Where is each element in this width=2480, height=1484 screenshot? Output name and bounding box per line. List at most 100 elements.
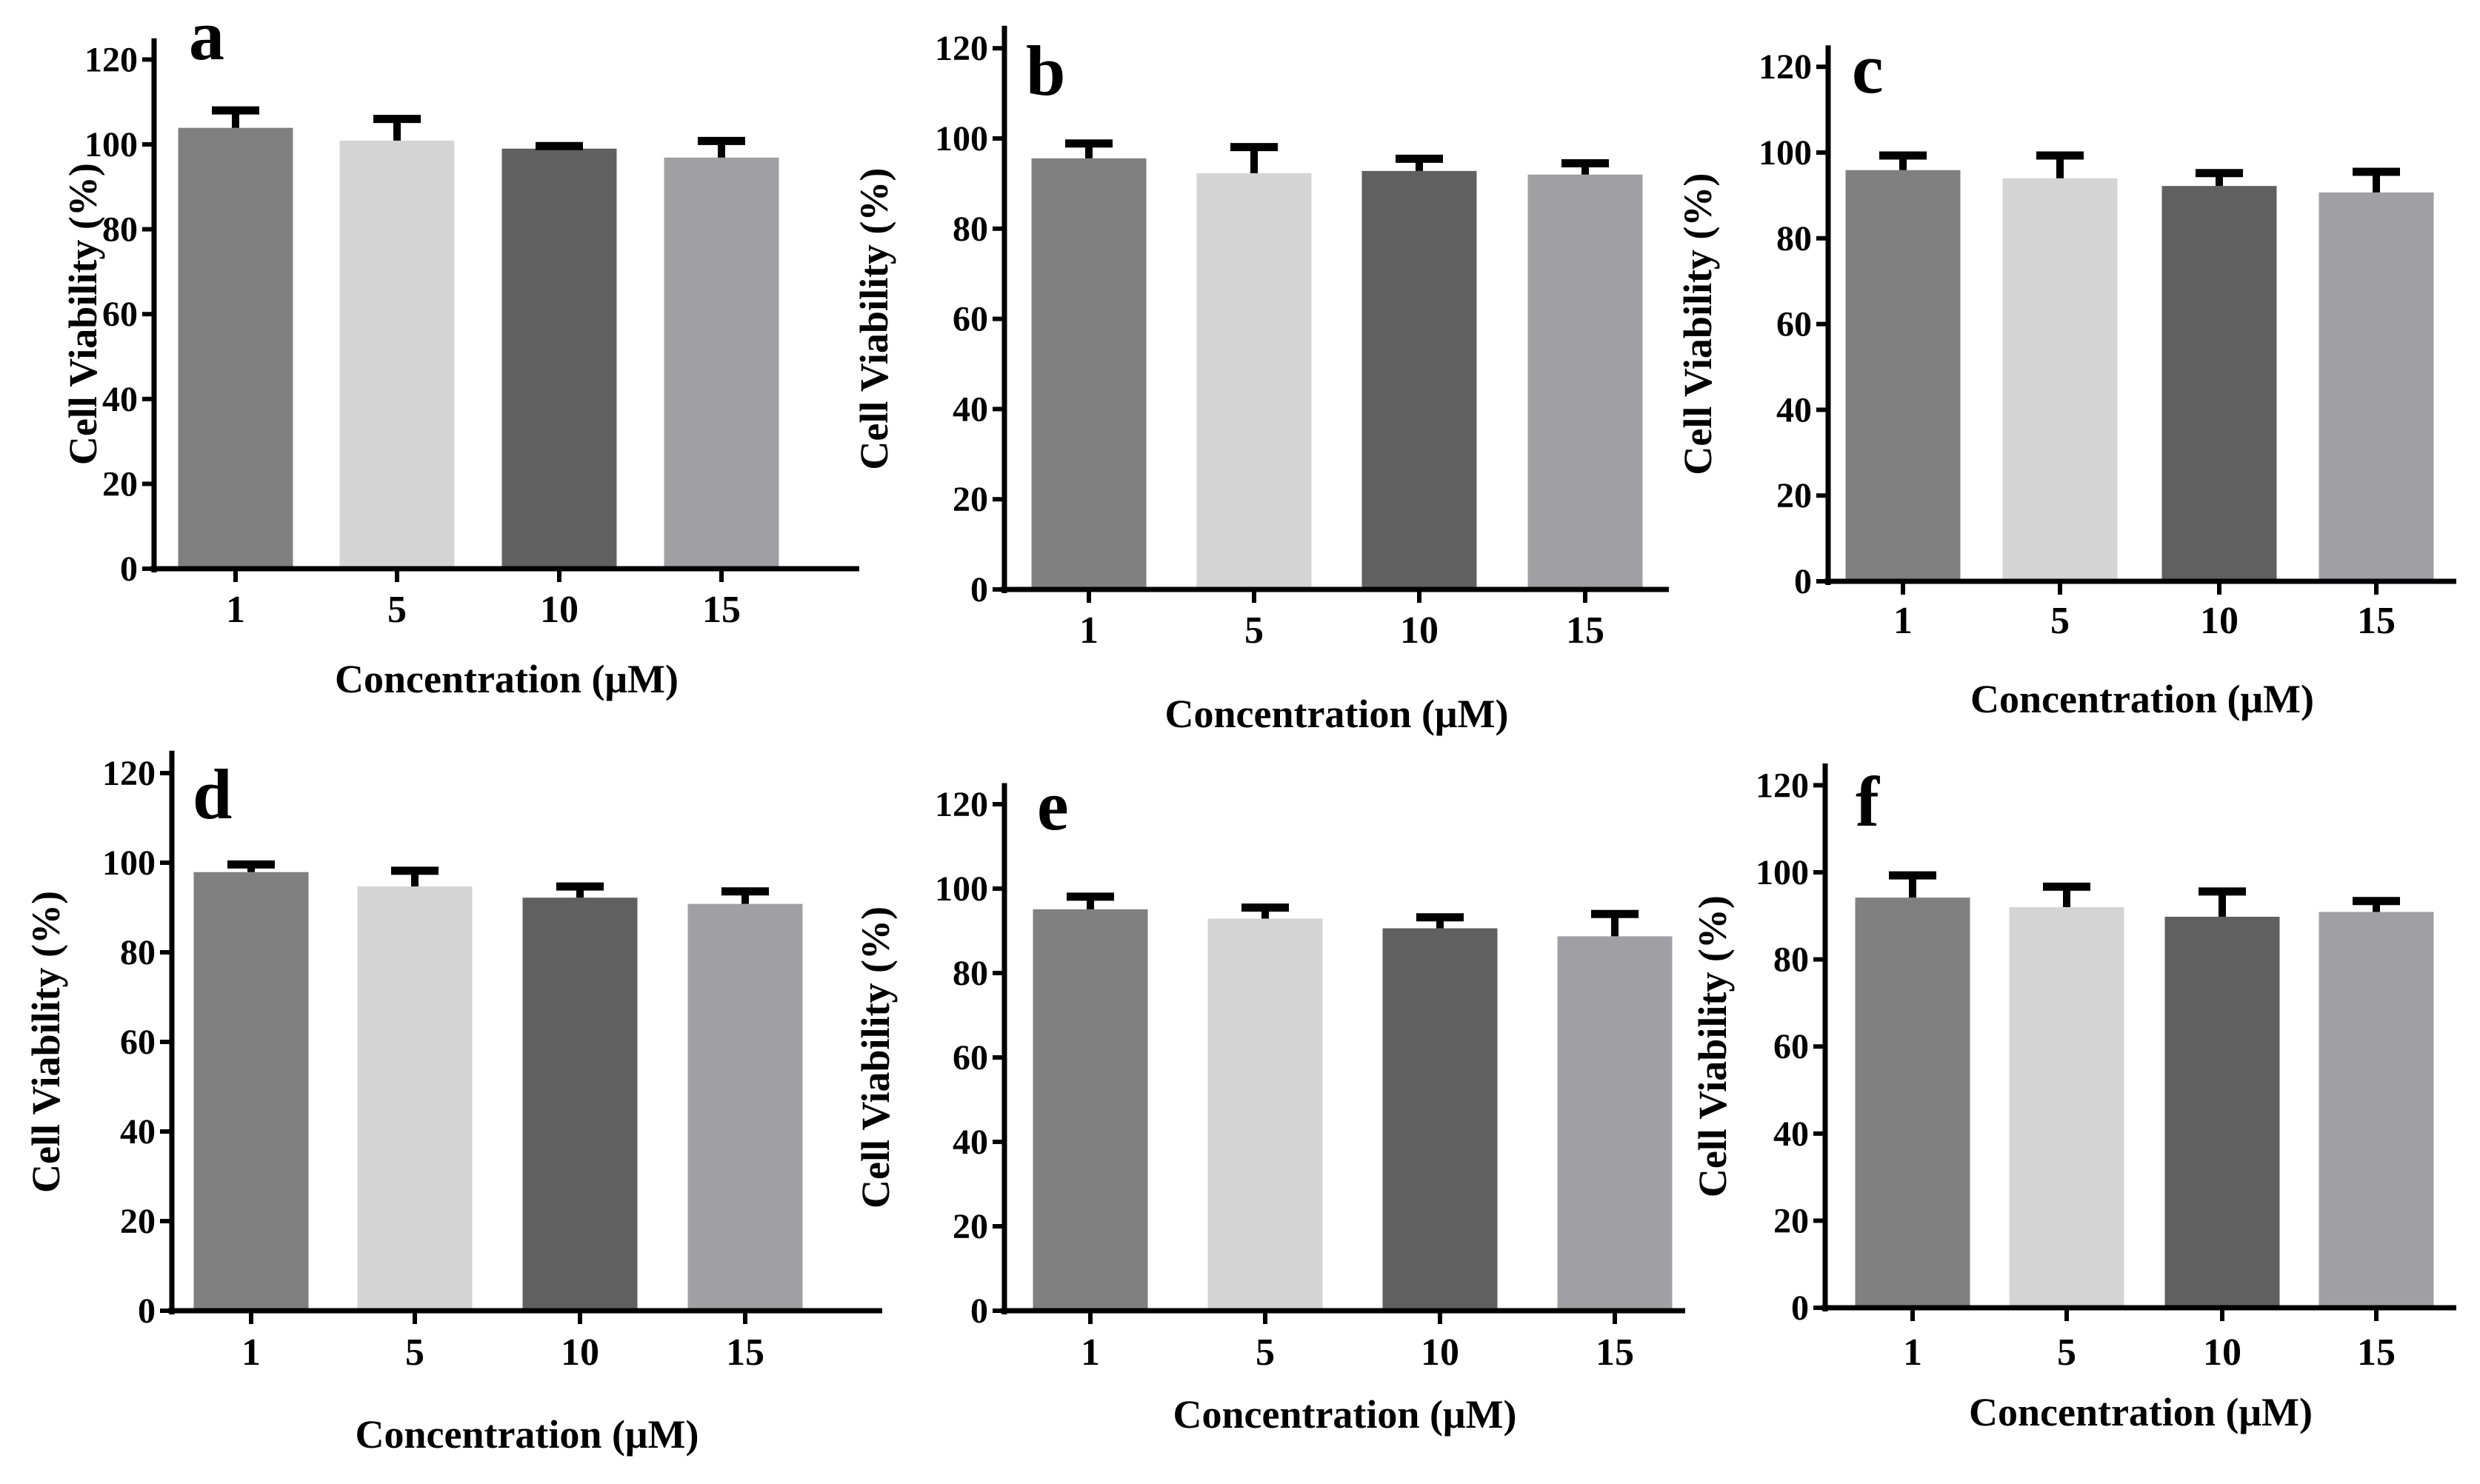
y-tick-label: 120 (1756, 766, 1809, 805)
bar (1361, 170, 1477, 589)
x-tick-label: 10 (1421, 1331, 1459, 1374)
bar (178, 127, 293, 569)
bar (1033, 909, 1148, 1311)
y-tick-label: 60 (953, 1038, 988, 1077)
x-tick-label: 1 (1079, 609, 1099, 652)
bar (1382, 928, 1498, 1311)
bar (1031, 158, 1147, 589)
x-tick-label: 1 (1893, 600, 1913, 642)
y-tick-label: 100 (1756, 853, 1809, 892)
x-tick-label: 1 (1081, 1331, 1100, 1374)
y-tick-label: 80 (120, 933, 156, 972)
x-tick-label: 10 (1400, 609, 1439, 652)
y-tick-label: 40 (1773, 1114, 1809, 1154)
bar (1557, 936, 1673, 1311)
bar (2009, 907, 2124, 1308)
y-tick-label: 80 (953, 954, 988, 993)
y-tick-label: 40 (953, 1123, 988, 1162)
x-tick-label: 5 (2057, 1331, 2076, 1374)
bar (2319, 912, 2434, 1308)
bar (1855, 898, 1970, 1308)
x-axis-title: Concentration (μM) (335, 657, 679, 701)
bar (357, 886, 473, 1311)
bar (2164, 916, 2280, 1308)
y-tick-label: 60 (1773, 1027, 1809, 1066)
x-tick-label: 15 (702, 589, 741, 631)
y-tick-label: 120 (1759, 47, 1812, 87)
x-tick-label: 1 (241, 1331, 261, 1374)
y-tick-label: 0 (970, 570, 988, 609)
bar (1845, 170, 1961, 581)
x-axis-title: Concentration (μM) (1164, 692, 1508, 736)
y-tick-label: 100 (935, 869, 988, 909)
bar (193, 872, 309, 1311)
panel-label: e (1037, 766, 1069, 845)
y-tick-label: 20 (953, 480, 988, 519)
y-tick-label: 20 (1773, 1201, 1809, 1240)
bar (2161, 186, 2277, 582)
y-tick-label: 60 (1776, 305, 1812, 344)
y-tick-label: 20 (1776, 476, 1812, 515)
y-tick-label: 60 (953, 300, 988, 339)
x-tick-label: 15 (1596, 1331, 1634, 1374)
y-axis-title: Cell Viability (%) (853, 906, 898, 1209)
bar (687, 903, 803, 1311)
y-tick-label: 20 (953, 1207, 988, 1246)
x-tick-label: 15 (1566, 609, 1604, 652)
y-tick-label: 120 (935, 29, 988, 68)
bar (1207, 918, 1323, 1311)
y-tick-label: 80 (953, 210, 988, 249)
panel-label: b (1026, 31, 1065, 110)
panel-label: c (1852, 29, 1884, 108)
x-tick-label: 10 (2203, 1331, 2241, 1374)
y-axis-title: Cell Viability (%) (852, 168, 896, 470)
y-axis-title: Cell Viability (%) (61, 163, 105, 465)
y-tick-label: 100 (1759, 133, 1812, 173)
x-tick-label: 5 (405, 1331, 424, 1374)
x-tick-label: 10 (540, 589, 579, 631)
y-tick-label: 40 (1776, 390, 1812, 430)
y-tick-label: 100 (84, 125, 138, 164)
y-tick-label: 20 (120, 1202, 156, 1241)
bar (2319, 192, 2434, 581)
y-tick-label: 120 (935, 785, 988, 824)
panel-label: d (193, 755, 232, 834)
x-tick-label: 1 (226, 589, 245, 631)
x-axis-title: Concentration (μM) (355, 1412, 699, 1457)
y-tick-label: 40 (120, 1112, 156, 1152)
x-tick-label: 5 (1256, 1331, 1275, 1374)
x-tick-label: 10 (2200, 600, 2239, 642)
bar (522, 898, 638, 1311)
bar (1196, 173, 1312, 589)
x-tick-label: 15 (2357, 1331, 2396, 1374)
y-tick-label: 20 (102, 464, 138, 504)
y-tick-label: 80 (1773, 940, 1809, 980)
y-axis-title: Cell Viability (%) (1690, 895, 1735, 1197)
x-axis-title: Concentration (μM) (1173, 1392, 1516, 1437)
x-tick-label: 10 (561, 1331, 599, 1374)
y-tick-label: 40 (953, 390, 988, 429)
bar (501, 148, 617, 569)
y-tick-label: 120 (102, 754, 156, 793)
y-tick-label: 40 (102, 380, 138, 419)
bar (1527, 174, 1643, 590)
y-tick-label: 100 (935, 119, 988, 158)
x-tick-label: 5 (2050, 600, 2070, 642)
y-tick-label: 0 (1794, 562, 1812, 601)
y-axis-title: Cell Viability (%) (24, 891, 68, 1193)
y-tick-label: 60 (120, 1023, 156, 1062)
y-tick-label: 100 (102, 843, 156, 883)
x-axis-title: Concentration (μM) (1970, 677, 2314, 721)
bar (2002, 178, 2118, 582)
y-tick-label: 0 (1791, 1289, 1809, 1328)
y-tick-label: 0 (120, 549, 138, 589)
panel-label: a (189, 0, 224, 75)
